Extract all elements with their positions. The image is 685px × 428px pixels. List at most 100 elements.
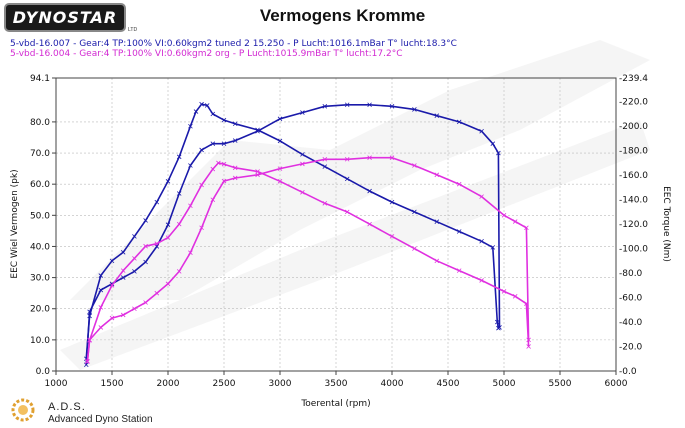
y-tick-label: 40.0 xyxy=(30,242,50,252)
data-point-tuned_power xyxy=(83,362,89,368)
data-point-tuned_power xyxy=(132,269,137,274)
data-point-orig_power xyxy=(210,197,216,203)
data-point-orig_power xyxy=(188,250,193,255)
data-point-orig_power xyxy=(322,156,328,162)
x-tick-label: 1000 xyxy=(45,379,68,389)
chart-series xyxy=(83,101,531,368)
data-point-tuned_torque xyxy=(204,103,210,108)
data-point-orig_power xyxy=(120,312,126,318)
data-point-orig_torque xyxy=(165,235,171,240)
data-point-orig_torque xyxy=(109,283,115,288)
y-axis-label: EEC Wiel Vermogen (pk) xyxy=(10,169,20,278)
data-point-tuned_torque xyxy=(490,245,496,250)
y2-tick-label: -200.0 xyxy=(619,122,648,132)
data-point-orig_power xyxy=(132,306,137,312)
data-point-orig_power xyxy=(412,163,417,168)
data-point-tuned_torque xyxy=(176,154,182,160)
x-tick-label: 5500 xyxy=(549,379,572,389)
data-point-orig_torque xyxy=(456,268,462,273)
data-point-orig_power xyxy=(456,181,462,187)
data-point-orig_torque xyxy=(479,278,484,283)
data-point-orig_torque xyxy=(154,241,160,246)
data-point-tuned_torque xyxy=(412,209,417,215)
ads-subtitle: Advanced Dyno Station xyxy=(48,414,153,425)
data-point-tuned_torque xyxy=(322,164,328,169)
chart-title: Vermogens Kromme xyxy=(259,6,426,25)
ads-gear-icon xyxy=(11,398,35,422)
y2-tick-label: -239.4 xyxy=(619,74,648,84)
data-point-orig_torque xyxy=(85,358,90,364)
data-point-tuned_power xyxy=(176,191,182,196)
y-tick-label: 10.0 xyxy=(30,336,50,346)
y2-tick-label: -180.0 xyxy=(619,147,648,157)
data-point-orig_power xyxy=(524,225,529,231)
y2-tick-label: -80.0 xyxy=(619,269,643,279)
data-point-tuned_power xyxy=(434,113,440,118)
data-point-tuned_power xyxy=(412,107,417,112)
data-point-orig_torque xyxy=(221,161,227,167)
logo-small-text: LTD xyxy=(128,27,138,33)
y2-tick-label: -100.0 xyxy=(619,245,648,255)
y2-tick-label: -120.0 xyxy=(619,220,648,230)
y-tick-label: 80.0 xyxy=(30,118,50,128)
data-point-orig_torque xyxy=(300,190,305,195)
y2-tick-label: -140.0 xyxy=(619,196,648,206)
data-point-orig_power xyxy=(277,166,283,171)
data-point-tuned_torque xyxy=(98,273,104,278)
y2-tick-label: -160.0 xyxy=(619,171,648,181)
data-point-orig_power xyxy=(501,213,507,218)
y2-tick-label: -60.0 xyxy=(619,294,643,304)
series-line-orig_power xyxy=(86,156,530,362)
data-point-tuned_torque xyxy=(434,219,440,224)
data-point-orig_power xyxy=(199,225,204,231)
run-info-tuned: 5-vbd-16.007 - Gear:4 TP:100% VI:0.60kgm… xyxy=(10,39,457,49)
data-point-tuned_power xyxy=(165,222,171,227)
data-point-tuned_torque xyxy=(479,238,484,244)
x-tick-label: 2000 xyxy=(157,379,180,389)
data-point-tuned_torque xyxy=(165,179,171,184)
data-point-tuned_torque xyxy=(494,319,500,325)
y2-tick-label: -40.0 xyxy=(619,318,643,328)
watermark xyxy=(60,40,650,370)
data-point-orig_torque xyxy=(87,338,92,343)
data-point-orig_torque xyxy=(132,256,137,261)
data-point-tuned_torque xyxy=(255,127,260,133)
dynostar-logo: DYNOSTAR xyxy=(4,3,126,32)
data-point-orig_power xyxy=(143,300,148,305)
data-point-tuned_torque xyxy=(277,138,283,144)
data-point-orig_power xyxy=(232,175,238,181)
data-point-orig_torque xyxy=(143,243,148,249)
data-point-orig_torque xyxy=(210,166,216,172)
data-point-tuned_torque xyxy=(344,176,350,182)
data-point-tuned_torque xyxy=(120,249,126,255)
data-point-tuned_torque xyxy=(456,229,462,234)
data-point-tuned_power xyxy=(221,141,227,146)
data-point-orig_power xyxy=(109,315,115,321)
data-point-orig_power xyxy=(176,269,182,274)
data-point-orig_power xyxy=(300,161,305,167)
data-point-tuned_torque xyxy=(193,109,199,114)
data-point-orig_torque xyxy=(176,221,182,227)
x-tick-label: 4500 xyxy=(437,379,460,389)
y-tick-label: 94.1 xyxy=(30,74,50,84)
data-point-orig_power xyxy=(367,155,372,160)
data-point-tuned_power xyxy=(98,287,104,293)
data-point-orig_power xyxy=(165,281,171,287)
data-point-tuned_power xyxy=(199,147,204,153)
y2-axis-label: EEC Torque (Nm) xyxy=(661,186,671,262)
data-point-tuned_torque xyxy=(87,313,92,319)
y-tick-label: 30.0 xyxy=(30,274,50,284)
x-tick-label: 3500 xyxy=(325,379,348,389)
data-point-tuned_power xyxy=(143,259,148,265)
data-point-orig_torque xyxy=(277,179,283,184)
y2-tick-label: -220.0 xyxy=(619,98,648,108)
y-tick-label: 70.0 xyxy=(30,149,50,159)
data-point-orig_power xyxy=(389,155,395,160)
data-point-orig_power xyxy=(512,219,518,224)
data-point-tuned_power xyxy=(322,104,328,109)
data-point-tuned_power xyxy=(496,150,501,156)
y-axis-right: -0.0 -20.0 -40.0 -60.0 -80.0 -100.0 -120.0 -140… xyxy=(619,74,648,377)
data-point-orig_torque xyxy=(98,305,104,310)
data-point-orig_power xyxy=(154,290,160,296)
